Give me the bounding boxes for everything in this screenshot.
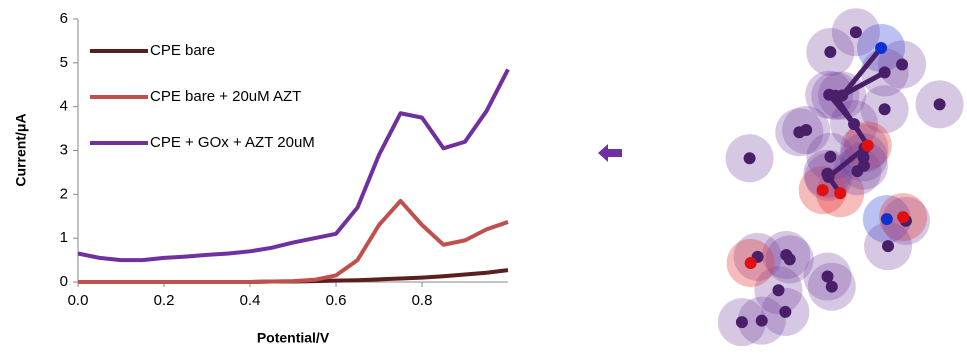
arrow — [598, 144, 622, 162]
atom — [834, 187, 846, 199]
y-axis-label: Current/μA — [13, 113, 29, 186]
atom — [881, 213, 893, 225]
atom — [882, 240, 894, 252]
atom — [829, 90, 841, 102]
atom — [824, 46, 836, 58]
atom — [756, 315, 768, 327]
y-tick-label: 4 — [60, 98, 68, 115]
legend-label: CPE + GOx + AZT 20uM — [150, 134, 315, 151]
y-tick-label: 3 — [60, 141, 68, 158]
atom — [793, 126, 805, 138]
atom — [879, 103, 891, 115]
atom — [879, 66, 891, 78]
atom — [821, 168, 833, 180]
y-tick-label: 6 — [60, 10, 68, 27]
atom — [736, 316, 748, 328]
atom — [745, 257, 757, 269]
y-tick-label: 5 — [60, 54, 68, 71]
atom — [780, 249, 792, 261]
legend-label: CPE bare + 20uM AZT — [150, 88, 301, 105]
x-tick-label: 0.2 — [154, 292, 175, 309]
y-tick-label: 0 — [60, 273, 68, 290]
chart: Potential/V Current/μA 0 1 2 3 4 5 6 0.0 0.2 0.4 0… — [0, 0, 967, 352]
y-tick-label: 2 — [60, 185, 68, 202]
atom — [896, 59, 908, 71]
atom — [779, 306, 791, 318]
atom — [824, 151, 836, 163]
atom — [850, 26, 862, 38]
x-tick-label: 0.6 — [326, 292, 347, 309]
x-tick-label: 0.0 — [68, 292, 89, 309]
molecule-illustration — [718, 8, 964, 346]
atom — [772, 284, 784, 296]
x-tick-label: 0.8 — [412, 292, 433, 309]
atom — [858, 160, 870, 172]
x-tick-label: 0.4 — [240, 292, 261, 309]
y-tick-label: 1 — [60, 229, 68, 246]
atom — [826, 281, 838, 293]
atom — [875, 42, 887, 54]
atom — [744, 152, 756, 164]
legend-label: CPE bare — [150, 42, 215, 59]
x-axis-label: Potential/V — [257, 330, 330, 346]
atom — [934, 98, 946, 110]
atom — [862, 140, 874, 152]
atom — [897, 211, 909, 223]
atom — [817, 184, 829, 196]
atom — [848, 118, 860, 130]
